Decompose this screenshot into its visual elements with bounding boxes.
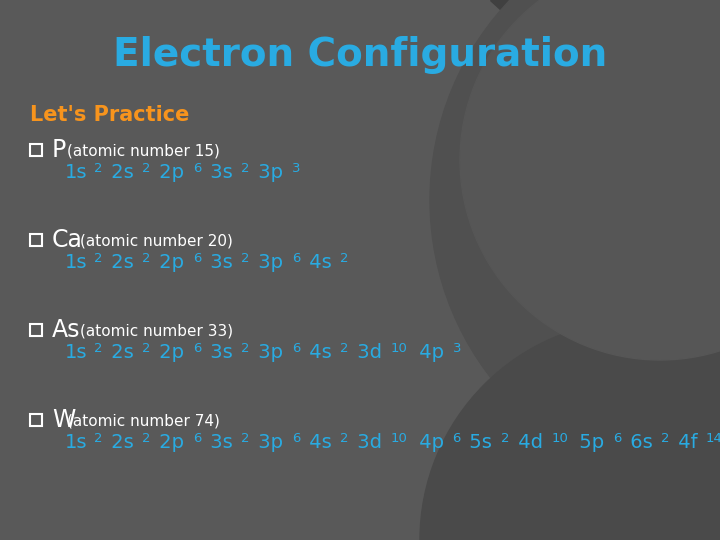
- Text: 2: 2: [340, 342, 348, 355]
- Polygon shape: [490, 0, 720, 210]
- Text: 5s: 5s: [464, 433, 492, 452]
- Bar: [30, 144, 42, 156]
- Bar: [30, 414, 42, 426]
- Text: 3p: 3p: [252, 433, 283, 452]
- Text: P: P: [52, 138, 66, 162]
- Text: 6: 6: [292, 342, 300, 355]
- Text: 2: 2: [241, 252, 249, 265]
- Text: 1s: 1s: [65, 343, 88, 362]
- Text: 3p: 3p: [252, 163, 283, 182]
- Text: 6: 6: [193, 431, 202, 445]
- Text: 2p: 2p: [153, 433, 184, 452]
- Text: 4s: 4s: [302, 433, 331, 452]
- Text: 4f: 4f: [672, 433, 698, 452]
- Text: (atomic number 20): (atomic number 20): [79, 233, 233, 248]
- Text: 1s: 1s: [65, 433, 88, 452]
- Text: 3d: 3d: [351, 433, 382, 452]
- Text: 2p: 2p: [153, 343, 184, 362]
- Text: 2s: 2s: [105, 433, 134, 452]
- Text: 6s: 6s: [624, 433, 653, 452]
- Circle shape: [460, 0, 720, 360]
- Text: 2p: 2p: [153, 253, 184, 272]
- Text: 2: 2: [94, 161, 102, 175]
- Text: Let's Practice: Let's Practice: [30, 105, 189, 125]
- Text: (atomic number 33): (atomic number 33): [79, 323, 233, 339]
- Text: 2: 2: [142, 252, 150, 265]
- Text: (atomic number 74): (atomic number 74): [67, 414, 220, 429]
- Text: 3d: 3d: [351, 343, 382, 362]
- Circle shape: [420, 320, 720, 540]
- Text: 6: 6: [193, 342, 202, 355]
- Text: As: As: [52, 318, 81, 342]
- Text: 3s: 3s: [204, 253, 233, 272]
- Text: 5p: 5p: [573, 433, 605, 452]
- Text: 6: 6: [193, 252, 202, 265]
- Text: 2: 2: [94, 252, 102, 265]
- Text: 6: 6: [613, 431, 622, 445]
- Text: 3p: 3p: [252, 343, 283, 362]
- Text: 1s: 1s: [65, 163, 88, 182]
- Text: 6: 6: [292, 431, 300, 445]
- Text: 3s: 3s: [204, 343, 233, 362]
- Text: 2: 2: [340, 431, 348, 445]
- Text: 2: 2: [142, 342, 150, 355]
- Text: 2: 2: [241, 161, 249, 175]
- Text: 6: 6: [193, 161, 202, 175]
- Text: 2: 2: [241, 431, 249, 445]
- Text: 3: 3: [453, 342, 461, 355]
- Bar: [30, 324, 42, 336]
- Text: 1s: 1s: [65, 253, 88, 272]
- Text: 2: 2: [94, 431, 102, 445]
- Text: 10: 10: [552, 431, 569, 445]
- Text: 2: 2: [662, 431, 670, 445]
- Text: 14: 14: [706, 431, 720, 445]
- Text: 6: 6: [292, 252, 300, 265]
- Text: 4p: 4p: [413, 343, 444, 362]
- Text: 2: 2: [94, 342, 102, 355]
- Text: 3: 3: [292, 161, 300, 175]
- Text: 4d: 4d: [512, 433, 543, 452]
- Text: W: W: [52, 408, 76, 432]
- Text: 3p: 3p: [252, 253, 283, 272]
- Text: 2: 2: [142, 161, 150, 175]
- Text: 2: 2: [241, 342, 249, 355]
- Text: 2s: 2s: [105, 343, 134, 362]
- Text: 3s: 3s: [204, 433, 233, 452]
- Text: 2s: 2s: [105, 163, 134, 182]
- Text: 2: 2: [340, 252, 348, 265]
- Circle shape: [430, 0, 720, 490]
- Text: 2: 2: [500, 431, 509, 445]
- Text: 2: 2: [142, 431, 150, 445]
- Text: 2s: 2s: [105, 253, 134, 272]
- Text: Electron Configuration: Electron Configuration: [113, 36, 607, 74]
- Text: 4s: 4s: [302, 253, 331, 272]
- Text: 4p: 4p: [413, 433, 444, 452]
- Text: 10: 10: [391, 342, 408, 355]
- Bar: [30, 234, 42, 246]
- Text: 6: 6: [453, 431, 461, 445]
- Text: (atomic number 15): (atomic number 15): [67, 144, 220, 159]
- Text: 10: 10: [391, 431, 408, 445]
- Text: 3s: 3s: [204, 163, 233, 182]
- Text: 4s: 4s: [302, 343, 331, 362]
- Text: Ca: Ca: [52, 228, 83, 252]
- Text: 2p: 2p: [153, 163, 184, 182]
